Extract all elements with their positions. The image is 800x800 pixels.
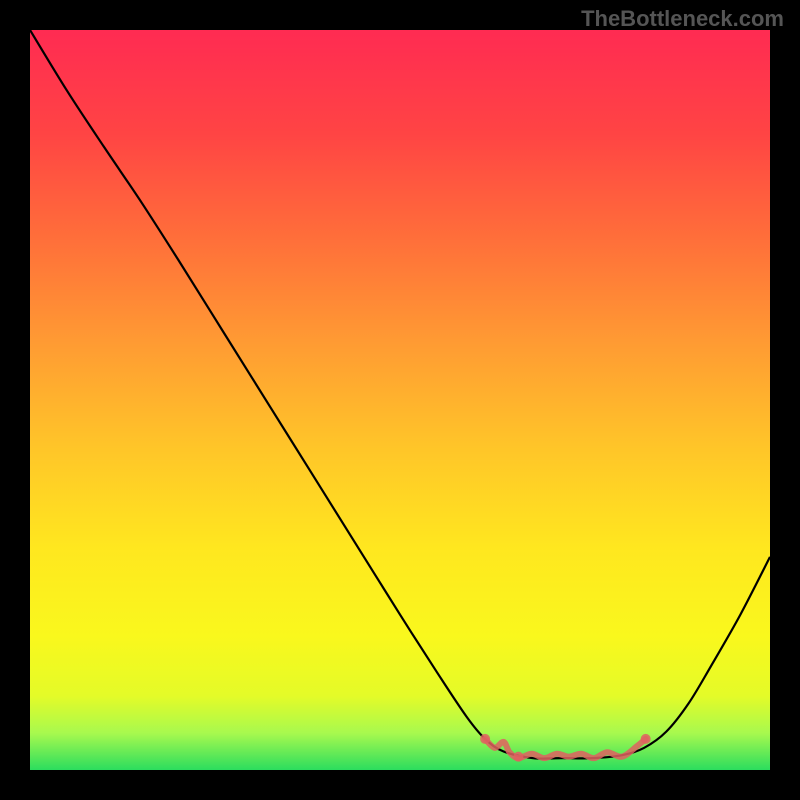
highlight-dot <box>513 752 523 762</box>
chart-svg <box>30 30 770 770</box>
highlight-dot <box>480 734 490 744</box>
watermark-text: TheBottleneck.com <box>581 6 784 32</box>
chart-background <box>30 30 770 770</box>
highlight-dot <box>641 734 651 744</box>
bottleneck-chart <box>30 30 770 770</box>
